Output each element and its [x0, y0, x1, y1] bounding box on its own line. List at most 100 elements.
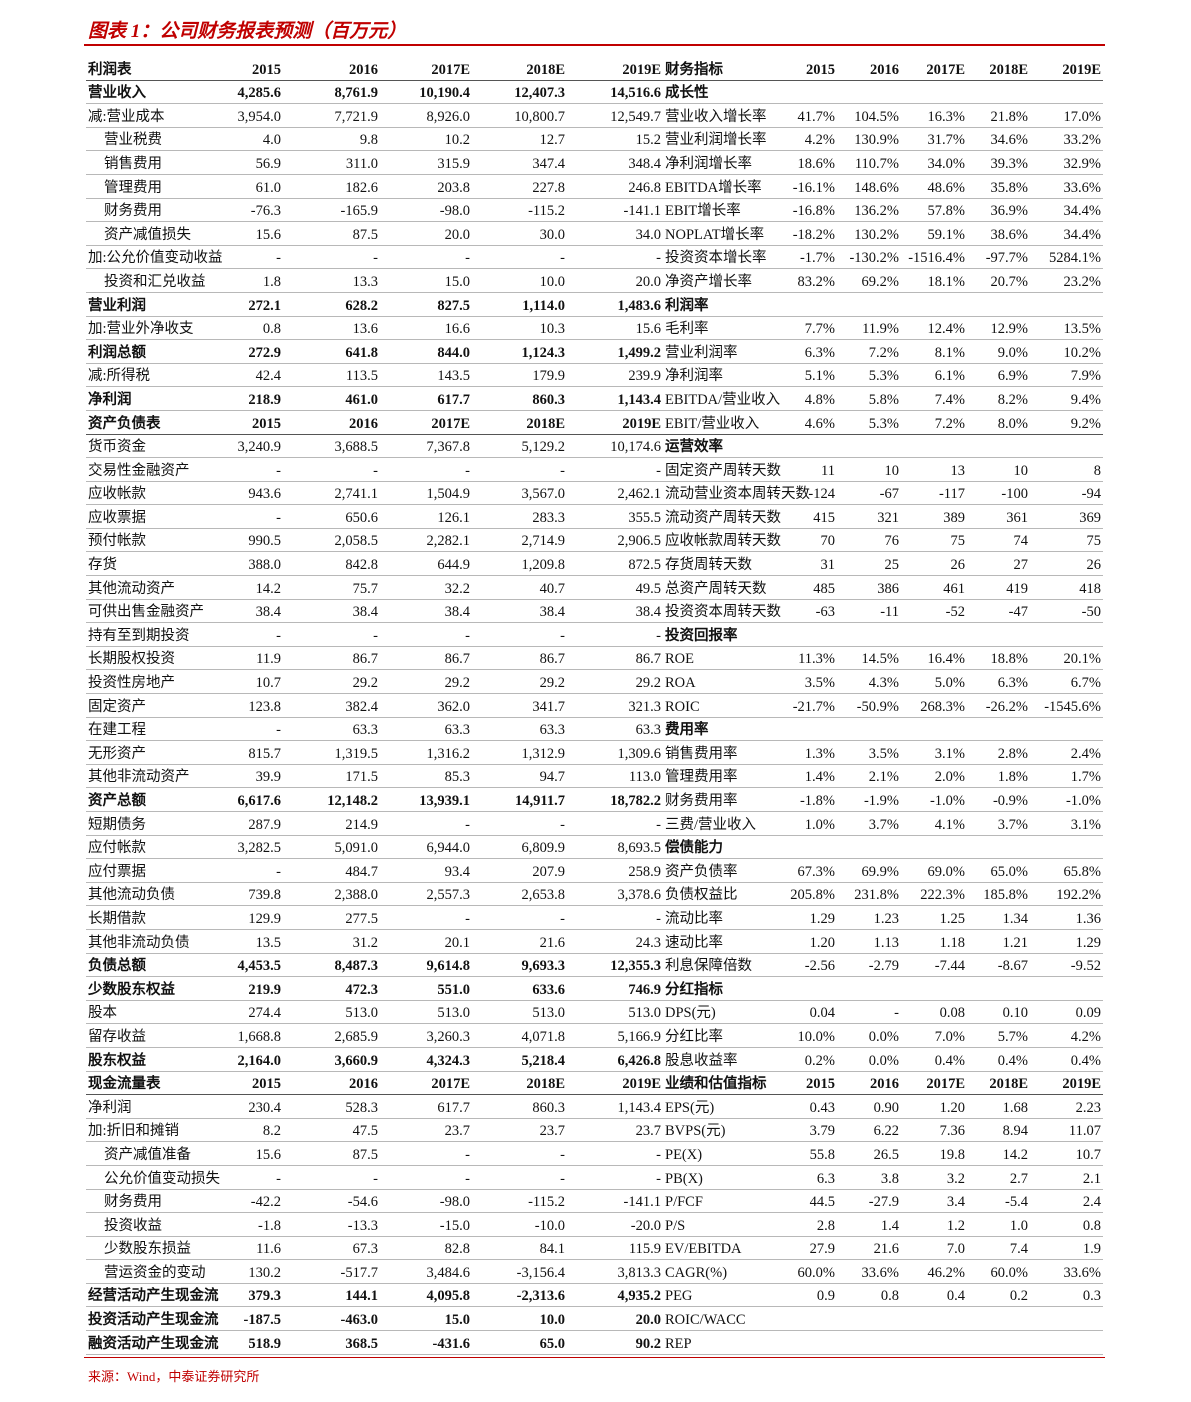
cell-value: 34.0%	[901, 150, 967, 175]
cell-value: 274.4	[200, 1000, 283, 1025]
row-label: 融资活动产生现金流	[86, 1330, 219, 1355]
cell-value: -26.2%	[967, 693, 1030, 718]
cell-value: 311.0	[283, 150, 380, 175]
cell-value: 11.9%	[837, 316, 901, 341]
cell-value: 4,453.5	[200, 953, 283, 978]
cell-value: 12,549.7	[567, 103, 663, 128]
cell-value: -20.0	[567, 1212, 663, 1237]
cell-value: 16.3%	[901, 103, 967, 128]
cell-value: 7.4	[967, 1236, 1030, 1261]
cell-value: 1,483.6	[567, 292, 663, 317]
table-row: 无形资产 815.7 1,319.5 1,316.2 1,312.9 1,309.6 销售费…	[86, 740, 1103, 765]
cell-value: 283.3	[472, 504, 567, 529]
table-row: 交易性金融资产 - - - - - 固定资产周转天数 11 10 13 10 8	[86, 457, 1103, 482]
empty-cell	[780, 434, 837, 459]
cell-value: 2015	[200, 57, 283, 81]
cell-value: 35.8%	[967, 174, 1030, 199]
cell-value: 2017E	[380, 410, 472, 435]
table-row: 可供出售金融资产 38.4 38.4 38.4 38.4 38.4 投资资本周转天数 -63-…	[86, 599, 1103, 624]
row-label: 资产负债率	[663, 858, 780, 883]
row-label: 资产总额	[86, 787, 200, 812]
cell-value: -463.0	[283, 1306, 380, 1332]
row-label: 股东权益	[86, 1047, 200, 1072]
cell-value: 86.7	[472, 646, 567, 671]
cell-value: -	[200, 622, 283, 647]
cell-value: 31.2	[283, 929, 380, 954]
cell-value: 38.4	[380, 599, 472, 624]
empty-cell	[901, 976, 967, 1001]
cell-value: 7.2%	[901, 410, 967, 435]
cell-value: -11	[837, 599, 901, 624]
cell-value: 63.3	[567, 717, 663, 742]
cell-value: 136.2%	[837, 198, 901, 223]
row-label: 利息保障倍数	[663, 953, 780, 978]
cell-value: 192.2%	[1030, 882, 1103, 907]
cell-value: 0.2	[967, 1283, 1030, 1308]
cell-value: 513.0	[567, 1000, 663, 1025]
row-label: ROA	[663, 669, 780, 695]
cell-value: -	[200, 1165, 283, 1190]
row-label: 财务费用	[86, 198, 200, 223]
cell-value: 9.0%	[967, 339, 1030, 364]
cell-value: 3,260.3	[380, 1023, 472, 1048]
row-label: 毛利率	[663, 316, 780, 341]
cell-value: -13.3	[283, 1212, 380, 1237]
cell-value: 1.29	[780, 905, 837, 930]
row-label: 固定资产	[86, 693, 200, 718]
cell-value: 7.4%	[901, 386, 967, 411]
cell-value: -2,313.6	[472, 1283, 567, 1308]
cell-value: 272.1	[200, 292, 283, 317]
row-label: 可供出售金融资产	[86, 599, 204, 624]
cell-value: 1,309.6	[567, 740, 663, 765]
cell-value: 3,378.6	[567, 882, 663, 907]
cell-value: 2.7	[967, 1165, 1030, 1190]
cell-value: 3,688.5	[283, 434, 380, 459]
cell-value: 70	[780, 528, 837, 553]
row-label: 资产负债表	[86, 410, 200, 435]
figure-title: 图表 1：公司财务报表预测（百万元）	[88, 21, 407, 42]
cell-value: 65.0	[472, 1330, 567, 1355]
cell-value: 650.6	[283, 504, 380, 529]
cell-value: 8	[1030, 457, 1103, 482]
empty-cell	[837, 622, 901, 647]
empty-cell	[1030, 1330, 1103, 1355]
row-label: BVPS(元)	[663, 1118, 780, 1143]
empty-cell	[837, 292, 901, 317]
row-label: 投资资本周转天数	[663, 599, 781, 624]
cell-value: 10.7	[1030, 1141, 1103, 1166]
cell-value: 2019E	[1030, 57, 1103, 81]
row-label: 经营活动产生现金流	[86, 1283, 219, 1308]
cell-value: -130.2%	[837, 245, 901, 270]
cell-value: 9,693.3	[472, 953, 567, 978]
cell-value: 10	[967, 457, 1030, 482]
cell-value: 17.0%	[1030, 103, 1103, 128]
cell-value: 6.22	[837, 1118, 901, 1143]
cell-value: 0.0%	[837, 1023, 901, 1048]
cell-value: -	[472, 457, 567, 482]
cell-value: 2016	[283, 410, 380, 435]
cell-value: 185.8%	[967, 882, 1030, 907]
cell-value: 1,124.3	[472, 339, 567, 364]
cell-value: 6.1%	[901, 363, 967, 388]
cell-value: 18.1%	[901, 268, 967, 293]
row-label: ROE	[663, 646, 780, 671]
empty-cell	[780, 835, 837, 860]
cell-value: 321.3	[567, 693, 663, 718]
cell-value: 2015	[780, 57, 837, 81]
cell-value: -2.56	[780, 953, 837, 978]
cell-value: -47	[967, 599, 1030, 624]
cell-value: -141.1	[567, 198, 663, 223]
cell-value: 3,813.3	[567, 1259, 663, 1284]
cell-value: 14.2	[200, 575, 283, 600]
cell-value: 2016	[837, 57, 901, 81]
cell-value: 1.0%	[780, 811, 837, 836]
cell-value: 42.4	[200, 363, 283, 388]
table-row: 资产减值准备 15.6 87.5- - - PE(X) 55.8 26.5 19.8 14.2 10…	[86, 1141, 1103, 1166]
cell-value: 2018E	[472, 57, 567, 81]
cell-value: 1,114.0	[472, 292, 567, 317]
cell-value: 8,693.5	[567, 835, 663, 860]
table-row: 在建工程 -63.3 63.3 63.3 63.3 费用率	[86, 717, 1103, 742]
row-label: 流动营业资本周转天数	[663, 481, 810, 506]
cell-value: 13.5%	[1030, 316, 1103, 341]
row-label: 长期股权投资	[86, 646, 200, 671]
